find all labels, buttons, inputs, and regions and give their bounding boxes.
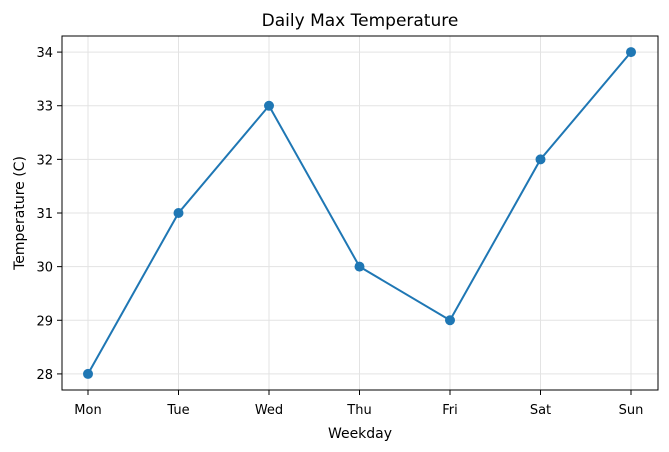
y-tick-label: 30: [36, 261, 53, 276]
data-point: [626, 47, 636, 58]
x-tick-label: Thu: [346, 403, 371, 418]
y-tick-label: 31: [36, 207, 53, 222]
y-axis-label: Temperature (C): [12, 156, 28, 271]
y-tick-label: 29: [36, 314, 53, 329]
y-tick-label: 33: [36, 100, 53, 115]
y-tick-label: 34: [36, 46, 53, 61]
x-tick-label: Wed: [255, 403, 283, 418]
x-tick-label: Sat: [530, 403, 551, 418]
data-point: [445, 315, 455, 326]
x-tick-label: Sun: [619, 403, 644, 418]
y-tick-label: 32: [36, 153, 53, 168]
data-point: [354, 261, 365, 272]
chart-title: Daily Max Temperature: [262, 11, 459, 31]
data-point: [264, 100, 274, 111]
y-tick-label: 28: [36, 368, 53, 383]
x-tick-label: Mon: [74, 403, 101, 418]
series-layer: [83, 47, 636, 379]
axis-ticks: Mon Tue Wed Thu Fri Sat Sun 28 29 30 31 32 33 34: [36, 46, 643, 418]
grid-lines: [62, 36, 658, 390]
data-point: [535, 154, 546, 165]
data-point: [83, 368, 93, 379]
x-tick-label: Fri: [442, 403, 458, 418]
data-point: [173, 208, 184, 218]
x-axis-label: Weekday: [328, 426, 392, 442]
x-tick-label: Tue: [166, 403, 189, 418]
